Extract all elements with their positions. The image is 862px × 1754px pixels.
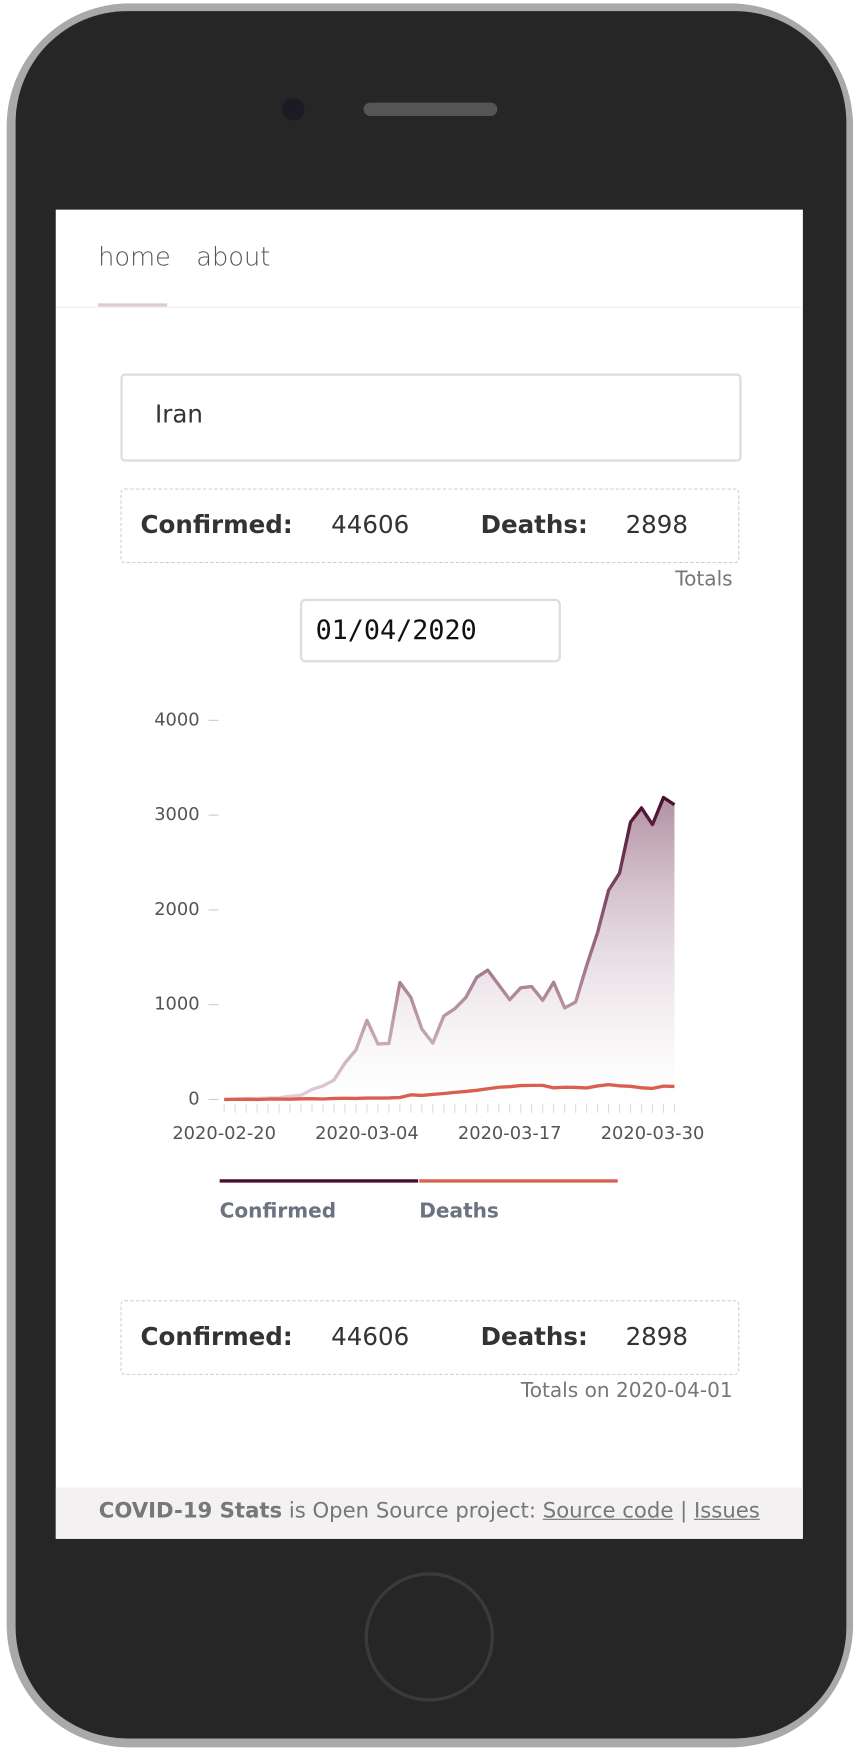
separator: |: [680, 1498, 688, 1524]
line: [224, 795, 676, 1102]
nav-home[interactable]: home: [98, 243, 171, 273]
totals-box: Confirmed: 44606 Deaths: 2898: [120, 488, 740, 564]
legend-label: Confirmed: [220, 1199, 336, 1223]
date-input[interactable]: 01/04/2020: [299, 598, 561, 663]
footer: COVID-19 Stats is Open Source project: S…: [55, 1487, 803, 1539]
totals-date-box: Confirmed: 44606 Deaths: 2898: [120, 1300, 740, 1375]
issues-link[interactable]: Issues: [693, 1498, 760, 1524]
home-button: [364, 1572, 494, 1702]
deaths-value: 2898: [625, 511, 689, 540]
line: [224, 1082, 675, 1102]
totals-caption: Totals: [675, 567, 733, 592]
footer-name: COVID-19 Stats: [98, 1498, 283, 1524]
search-input[interactable]: Iran: [120, 373, 742, 462]
y-tick-label: 2000: [154, 899, 199, 920]
y-tick-label: 4000: [154, 709, 199, 730]
deaths-label: Deaths:: [480, 511, 588, 540]
y-tick-label: 0: [188, 1088, 199, 1109]
nav-about[interactable]: about: [196, 243, 271, 273]
nav-underline: [98, 303, 168, 307]
y-tick-label: 1000: [154, 994, 199, 1015]
nav-border: [55, 306, 803, 308]
deaths-value: 2898: [625, 1323, 689, 1352]
deaths-label: Deaths:: [480, 1323, 588, 1352]
y-tick-label: 3000: [154, 804, 199, 825]
date-value: 01/04/2020: [315, 614, 477, 646]
legend-label: Deaths: [419, 1199, 499, 1223]
x-tick-label: 2020-03-30: [601, 1123, 705, 1144]
x-tick-label: 2020-03-04: [315, 1123, 419, 1144]
source-link[interactable]: Source code: [542, 1498, 674, 1524]
x-tick-label: 2020-03-17: [458, 1123, 562, 1144]
confirmed-value: 44606: [331, 511, 410, 540]
area: [224, 797, 675, 1100]
confirmed-label: Confirmed:: [140, 1323, 293, 1352]
x-tick-label: 2020-02-20: [172, 1123, 276, 1144]
footer-text: is Open Source project:: [288, 1498, 537, 1524]
confirmed-value: 44606: [331, 1323, 410, 1352]
confirmed-label: Confirmed:: [140, 511, 293, 540]
speaker: [363, 102, 498, 116]
search-value: Iran: [154, 401, 203, 430]
screen: home about Iran Confirmed: 44606 Deaths:…: [55, 209, 803, 1539]
totals-date-caption: Totals on 2020-04-01: [520, 1379, 733, 1403]
camera: [282, 98, 305, 121]
